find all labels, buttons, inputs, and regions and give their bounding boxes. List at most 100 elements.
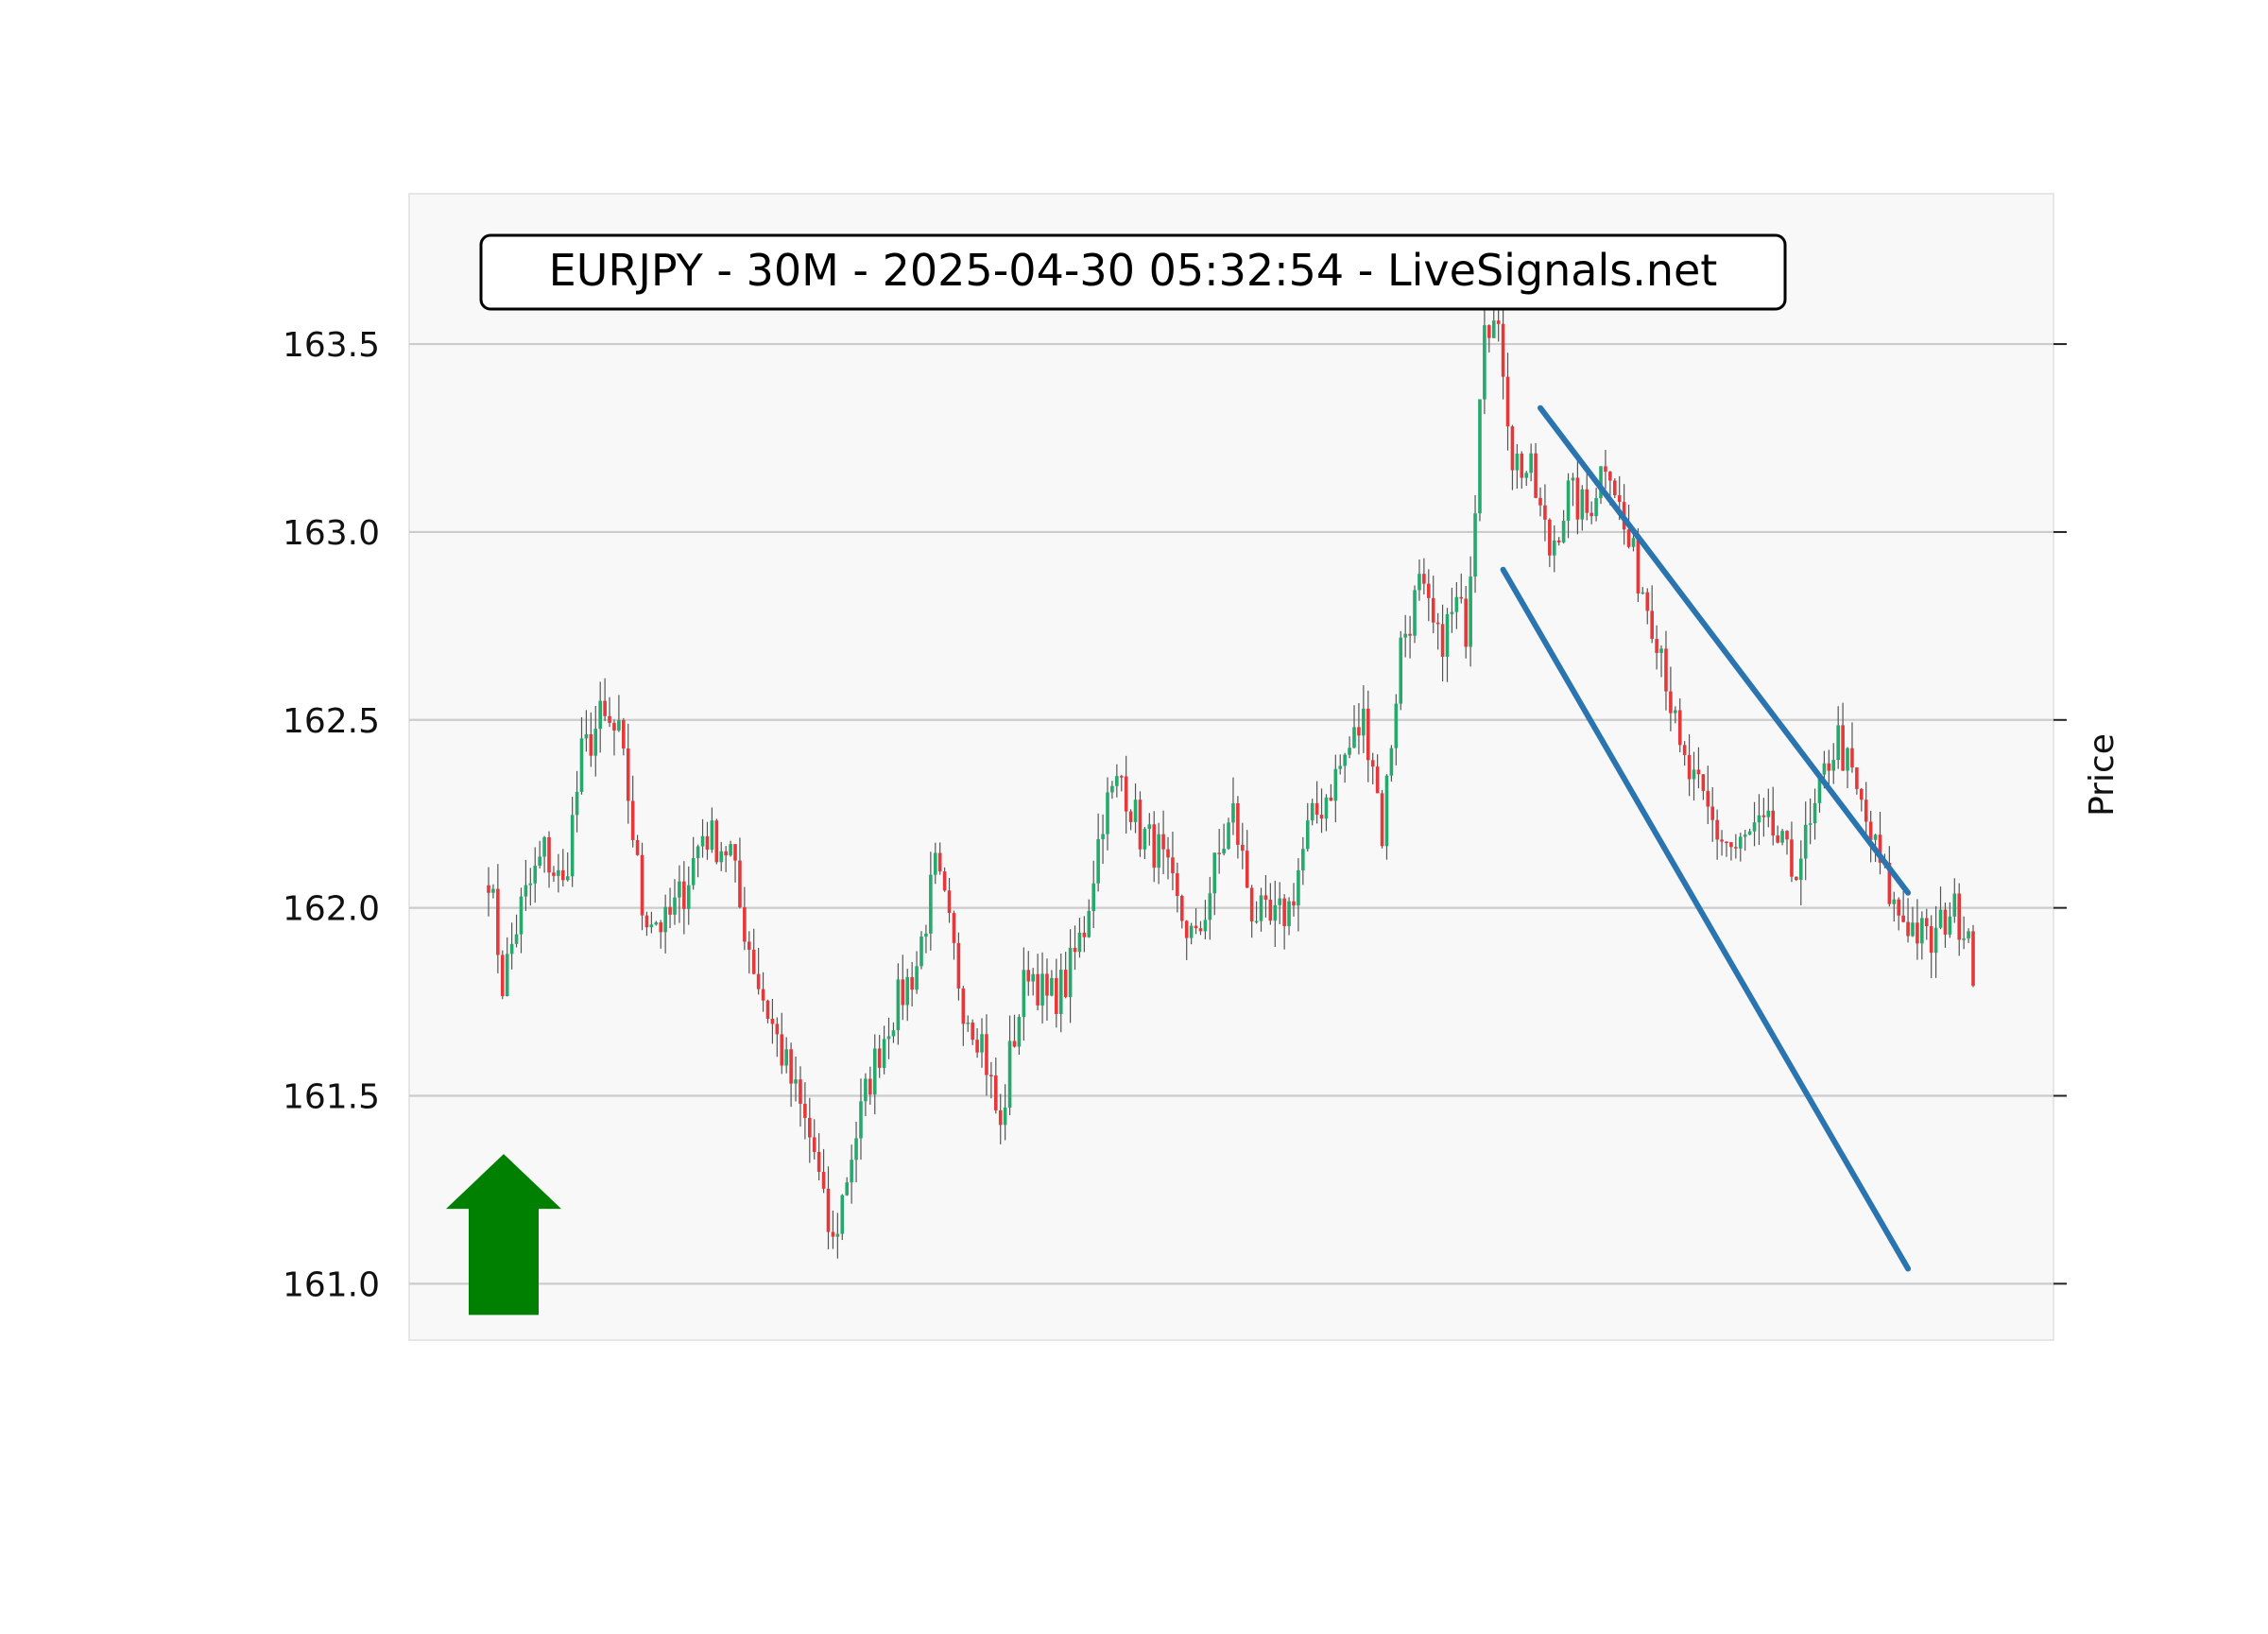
candle-body [1003,1107,1007,1126]
candle [1892,891,1897,922]
candle [1677,698,1682,752]
candle-body [1128,811,1133,822]
candle-body [924,933,928,937]
candle-body [1045,973,1049,996]
candle [1422,558,1426,595]
candle [1375,754,1380,794]
plot-area [408,193,2054,1341]
candle [1236,796,1240,859]
candle-body [1608,472,1612,481]
candle [533,847,538,903]
candle [850,1144,853,1204]
candle [1348,736,1351,759]
candle [1664,630,1668,711]
candle-body [1701,774,1706,791]
candle-body [803,1103,807,1118]
candle-body [1254,920,1259,923]
chart-title-box: EURJPY - 30M - 2025-04-30 05:32:54 - Liv… [479,233,1787,311]
candle-body [1929,926,1933,954]
candle-body [840,1195,845,1234]
candle-body [961,988,966,1024]
candle [872,1034,877,1115]
candle-body [1850,748,1854,768]
candle-body [496,888,500,955]
candle-body [1677,710,1682,746]
candle-body [1631,538,1636,547]
candle [622,717,626,756]
candle-body [1348,748,1351,755]
candle [1580,485,1585,531]
candle-body [640,854,644,916]
candle [933,842,937,885]
candle-body [877,1048,882,1068]
candle-body [1556,540,1561,542]
candle-body [919,937,923,967]
candle-body [1892,899,1897,904]
candle-body [626,748,630,801]
candle-body [612,722,616,731]
candle-body [1790,839,1794,877]
candle-body [1589,512,1593,517]
candle-body [617,720,621,731]
candle-body [1249,887,1254,922]
candle-body [901,979,905,1006]
candle-body [1901,915,1905,922]
candle-body [1096,838,1100,884]
candle [635,834,640,856]
candle [1212,852,1217,916]
candle-body [1943,909,1948,935]
candle [743,886,747,951]
candle-body [682,881,686,909]
candle-body [868,1078,872,1095]
y-tick-label: 161.5 [283,1077,380,1116]
candle-body [743,906,747,942]
chart-title-frame [479,233,1787,311]
candle-body [1645,592,1650,611]
candle [1366,690,1370,783]
candle [1962,916,1966,950]
candle [761,972,765,1012]
candle [1459,573,1464,604]
candle [729,840,732,857]
candle-body [933,852,937,875]
candle-body [579,738,584,792]
candles [487,295,1975,1259]
candle-body [593,729,598,756]
candle-body [1785,831,1789,840]
candle-body [775,1023,780,1035]
candle [1938,886,1943,930]
candle [1143,827,1147,860]
candle-body [1552,540,1556,556]
candle [756,947,761,995]
candle [1725,841,1728,857]
candle-body [1292,901,1296,906]
candle-body [1962,938,1966,940]
candle [1836,706,1840,769]
candle-body [1873,834,1878,840]
candle-body [733,844,737,861]
candle [598,681,602,753]
candle-body [1496,320,1501,324]
candle [901,955,905,1021]
candle-body [1771,810,1776,836]
candle-body [1017,1017,1022,1047]
candle [1012,1014,1017,1048]
candle-body [1198,928,1203,932]
candle-body [1418,574,1421,591]
candle [803,1082,807,1140]
candle [845,1177,850,1196]
candle-body [1752,822,1757,832]
candle-body [1766,810,1771,817]
candle [1217,829,1221,874]
candle [1548,518,1552,568]
candle-body [1427,583,1431,598]
candle-body [942,871,947,891]
candle-body [1524,473,1529,478]
candle [1747,828,1752,835]
candle-body [1575,477,1580,520]
candle-body [1957,893,1962,940]
candle [1967,928,1970,943]
candle [1333,754,1338,823]
candle-body [1152,824,1157,869]
